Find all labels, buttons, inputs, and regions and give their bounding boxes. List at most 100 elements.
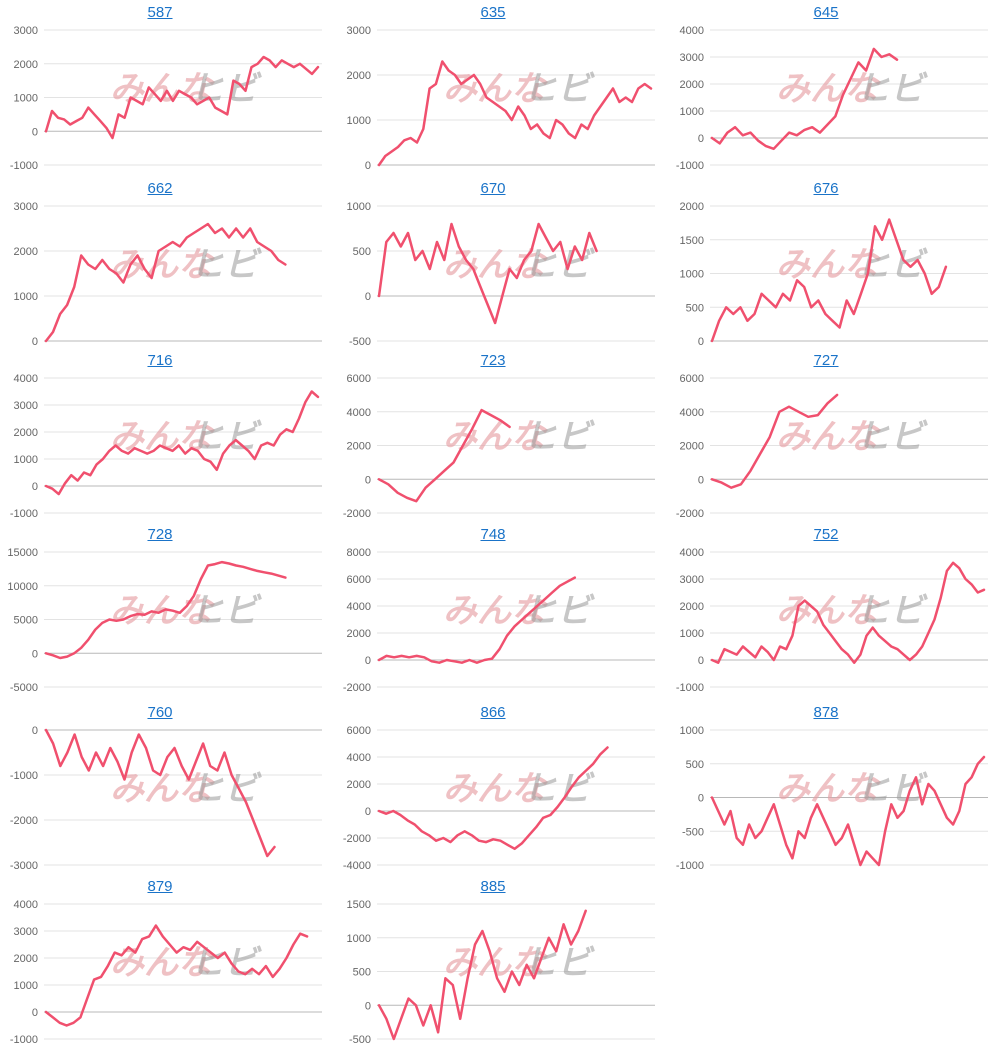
chart-panel-723: 723 -2000 0 2000 4000 6000 みんな ヒビ (333, 348, 655, 523)
chart-title-link[interactable]: 878 (813, 704, 839, 721)
y-tick-label: 0 (32, 126, 38, 138)
y-tick-label: 0 (365, 160, 371, 172)
y-tick-label: 1000 (680, 628, 704, 640)
chart-panel-662: 662 0 1000 2000 3000 みんな ヒビ (0, 176, 322, 351)
y-tick-label: 4000 (347, 752, 371, 764)
chart-title-link[interactable]: 676 (813, 180, 839, 197)
svg-text:みんな: みんな (776, 246, 881, 284)
svg-text:ヒビ: ヒビ (190, 246, 262, 284)
svg-text:ヒビ: ヒビ (523, 70, 595, 108)
y-tick-label: 0 (365, 1000, 371, 1012)
y-tick-label: -1000 (676, 682, 704, 694)
y-tick-label: -4000 (343, 860, 371, 872)
y-tick-label: 4000 (680, 407, 704, 419)
y-tick-label: 500 (353, 246, 371, 258)
chart-title-link[interactable]: 645 (813, 4, 839, 21)
series-line (710, 393, 839, 489)
y-tick-label: 0 (698, 336, 704, 348)
y-tick-label: 2000 (347, 779, 371, 791)
y-tick-label: -5000 (10, 682, 38, 694)
y-tick-label: -2000 (343, 508, 371, 520)
chart-title-link[interactable]: 760 (147, 704, 173, 721)
y-tick-label: 3000 (680, 574, 704, 586)
series-line (44, 222, 287, 343)
chart-panel-885: 885 -500 0 500 1000 1500 みんな ヒビ (333, 874, 655, 1049)
chart-title-link[interactable]: 728 (147, 526, 173, 543)
y-tick-label: -1000 (10, 770, 38, 782)
series-line (44, 728, 276, 858)
chart-panel-879: 879 -1000 0 1000 2000 3000 4000 みんな ヒビ (0, 874, 322, 1049)
chart-title-link[interactable]: 635 (480, 4, 506, 21)
y-tick-label: 3000 (14, 25, 38, 37)
svg-text:ヒビ: ヒビ (856, 418, 928, 456)
y-tick-label: 4000 (347, 407, 371, 419)
y-tick-label: 500 (686, 302, 704, 314)
chart-title-link[interactable]: 752 (813, 526, 839, 543)
svg-text:ヒビ: ヒビ (190, 770, 262, 808)
chart-title-link[interactable]: 723 (480, 352, 506, 369)
chart-panel-748: 748 -2000 0 2000 4000 6000 8000 みんな ヒビ (333, 522, 655, 697)
y-tick-label: 0 (32, 336, 38, 348)
y-tick-label: 15000 (7, 547, 38, 559)
y-tick-label: 2000 (680, 601, 704, 613)
y-tick-label: 0 (698, 474, 704, 486)
series-line (44, 924, 309, 1027)
y-tick-label: 8000 (347, 547, 371, 559)
svg-text:ヒビ: ヒビ (190, 592, 262, 630)
y-tick-label: 1000 (14, 291, 38, 303)
chart-title-link[interactable]: 670 (480, 180, 506, 197)
chart-title-link[interactable]: 879 (147, 878, 173, 895)
svg-text:みんな: みんな (443, 70, 548, 108)
y-tick-label: -2000 (343, 833, 371, 845)
y-tick-label: -1000 (676, 860, 704, 872)
chart-title-link[interactable]: 727 (813, 352, 839, 369)
y-tick-label: -1000 (10, 508, 38, 520)
y-tick-label: 0 (698, 133, 704, 145)
chart-title-link[interactable]: 716 (147, 352, 173, 369)
y-tick-label: 0 (32, 725, 38, 737)
y-tick-label: 2000 (14, 953, 38, 965)
chart-panel-670: 670 -500 0 500 1000 みんな ヒビ (333, 176, 655, 351)
svg-text:ヒビ: ヒビ (856, 70, 928, 108)
chart-panel-866: 866 -4000 -2000 0 2000 4000 6000 みんな ヒビ (333, 700, 655, 875)
chart-title-link[interactable]: 866 (480, 704, 506, 721)
chart-panel-716: 716 -1000 0 1000 2000 3000 4000 みんな ヒビ (0, 348, 322, 523)
y-tick-label: 6000 (347, 574, 371, 586)
chart-title-link[interactable]: 587 (147, 4, 173, 21)
y-tick-label: 1000 (14, 93, 38, 105)
y-tick-label: 2000 (680, 79, 704, 91)
svg-text:みんな: みんな (110, 246, 215, 284)
y-tick-label: 2000 (680, 441, 704, 453)
svg-text:みんな: みんな (776, 70, 881, 108)
y-tick-label: 0 (365, 291, 371, 303)
chart-panel-587: 587 -1000 0 1000 2000 3000 みんな ヒビ (0, 0, 322, 175)
y-tick-label: 1000 (347, 201, 371, 213)
y-tick-label: 0 (32, 481, 38, 493)
chart-title-link[interactable]: 748 (480, 526, 506, 543)
y-tick-label: -3000 (10, 860, 38, 872)
y-tick-label: 4000 (680, 547, 704, 559)
y-tick-label: 3000 (14, 400, 38, 412)
y-tick-label: -2000 (10, 815, 38, 827)
svg-text:みんな: みんな (776, 418, 881, 456)
svg-text:みんな: みんな (110, 70, 215, 108)
y-tick-label: 4000 (14, 899, 38, 911)
chart-title-link[interactable]: 885 (480, 878, 506, 895)
svg-text:ヒビ: ヒビ (523, 770, 595, 808)
chart-title-link[interactable]: 662 (147, 180, 173, 197)
chart-panel-878: 878 -1000 -500 0 500 1000 みんな ヒビ (666, 700, 988, 875)
y-tick-label: 0 (32, 648, 38, 660)
y-tick-label: 3000 (14, 926, 38, 938)
